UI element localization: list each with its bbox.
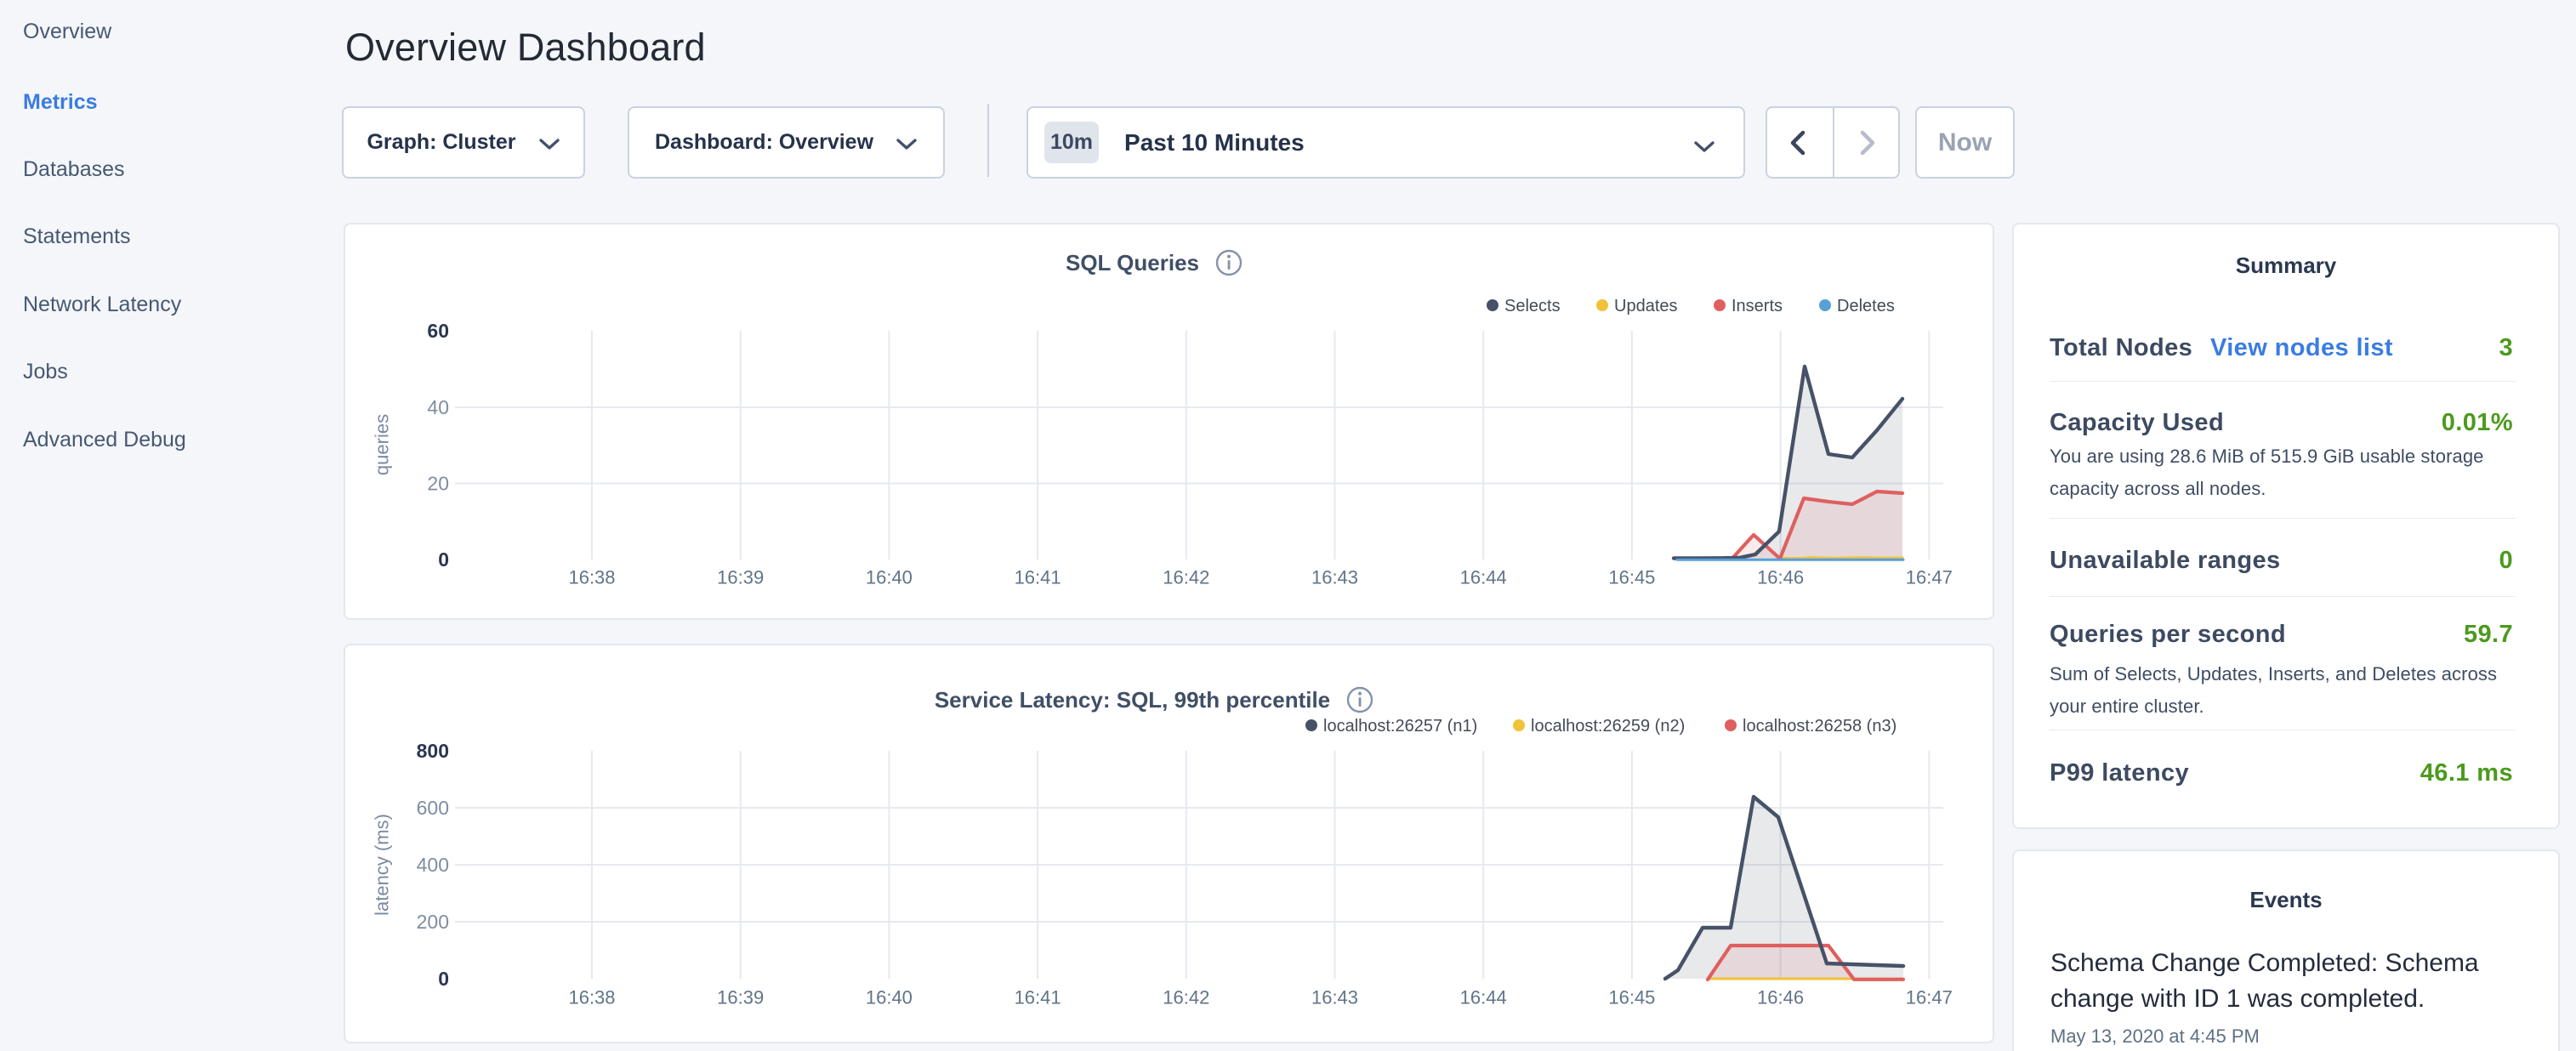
svg-text:localhost:26259 (n2): localhost:26259 (n2) [1531,717,1685,736]
svg-text:16:41: 16:41 [1015,567,1061,588]
svg-text:16:46: 16:46 [1757,987,1804,1008]
svg-text:16:38: 16:38 [568,567,615,588]
svg-text:16:41: 16:41 [1015,987,1061,1008]
svg-text:16:46: 16:46 [1757,567,1804,588]
svg-text:16:43: 16:43 [1311,987,1358,1008]
svg-text:Updates: Updates [1614,297,1678,315]
svg-text:Inserts: Inserts [1732,297,1783,315]
svg-text:latency (ms): latency (ms) [372,814,393,916]
svg-text:16:40: 16:40 [866,567,913,588]
svg-text:Deletes: Deletes [1837,297,1895,315]
svg-text:16:38: 16:38 [568,987,615,1008]
svg-text:Selects: Selects [1504,297,1561,315]
svg-text:400: 400 [417,854,449,876]
svg-text:16:47: 16:47 [1906,987,1953,1008]
svg-text:16:42: 16:42 [1163,567,1209,588]
svg-text:16:42: 16:42 [1163,987,1209,1008]
svg-text:16:39: 16:39 [717,567,764,588]
svg-text:16:47: 16:47 [1906,567,1953,588]
svg-text:0: 0 [438,548,449,571]
svg-text:localhost:26258 (n3): localhost:26258 (n3) [1743,717,1896,736]
svg-text:600: 600 [417,797,449,819]
svg-text:localhost:26257 (n1): localhost:26257 (n1) [1323,717,1477,736]
svg-text:20: 20 [427,473,449,495]
svg-text:16:43: 16:43 [1311,567,1358,588]
svg-text:800: 800 [417,740,449,762]
svg-text:60: 60 [427,320,449,342]
svg-text:16:39: 16:39 [717,987,764,1008]
svg-text:16:44: 16:44 [1460,567,1507,588]
svg-text:16:45: 16:45 [1608,567,1655,588]
svg-text:16:45: 16:45 [1608,987,1655,1008]
svg-text:16:44: 16:44 [1460,987,1507,1008]
svg-text:queries: queries [372,414,393,475]
svg-text:16:40: 16:40 [866,987,913,1008]
svg-text:200: 200 [417,911,449,933]
svg-text:0: 0 [438,968,449,990]
svg-text:40: 40 [427,396,449,418]
